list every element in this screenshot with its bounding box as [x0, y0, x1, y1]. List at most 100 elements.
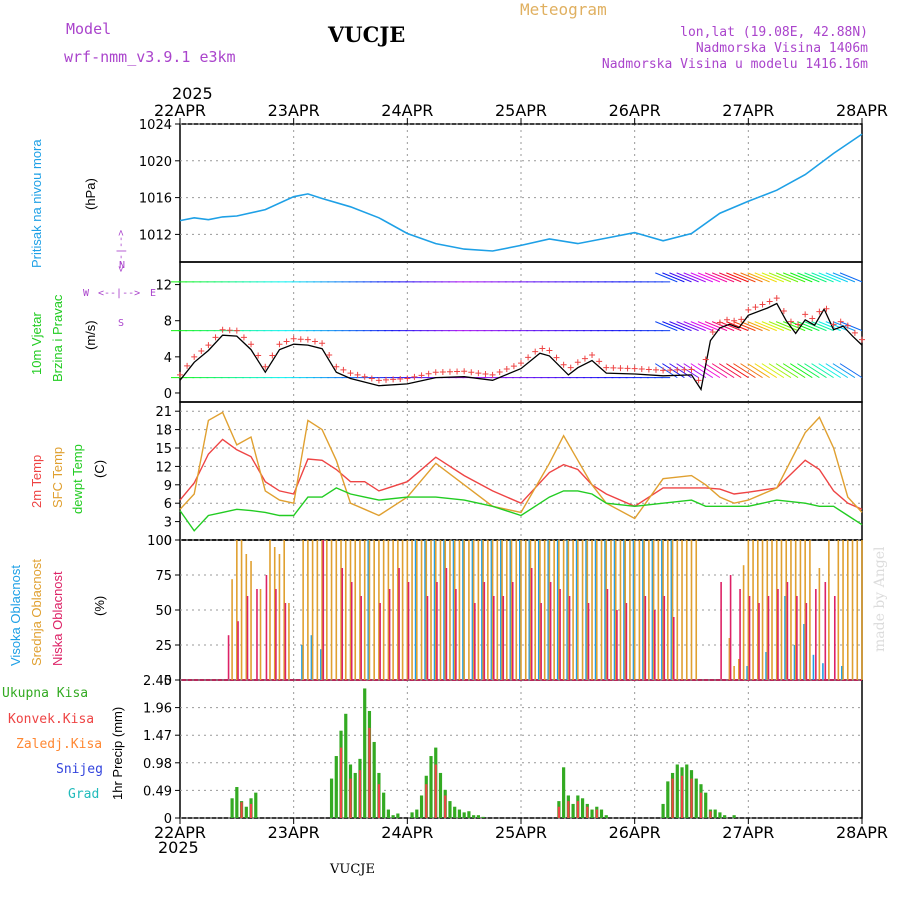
precip-conv-bar: [444, 795, 447, 818]
legend-snow: Snijeg: [56, 762, 103, 777]
wind-gust-marker: [859, 336, 865, 343]
precip-total-bar: [713, 809, 717, 818]
wind-direction-barb: [754, 272, 777, 283]
wind-gust-marker: [297, 336, 304, 343]
wind-direction-barb: [790, 363, 813, 379]
wind-gust-marker: [589, 352, 596, 359]
wind-direction-barb: [839, 321, 863, 332]
panel-5-y-tick-label: 0.49: [143, 784, 172, 799]
wind-direction-barb: [726, 321, 749, 332]
wind-gust-marker: [340, 366, 347, 373]
temp-label-2: SFC Temp: [50, 446, 65, 508]
precip-total-bar: [391, 815, 395, 818]
precip-total-bar: [353, 772, 357, 818]
wind-gust-marker: [333, 363, 340, 370]
wind-gust-marker: [404, 375, 411, 382]
wind-gust-marker: [567, 364, 574, 371]
wind-gust-marker: [660, 367, 667, 374]
precip-total-bar: [448, 801, 452, 818]
temp-label-3: dewpt Temp: [70, 444, 85, 514]
wind-direction-barb: [740, 321, 763, 332]
temp-2m-line: [179, 438, 863, 510]
wind-gust-marker: [311, 338, 318, 345]
legend-frz: Zaledj.Kisa: [16, 737, 103, 752]
wind-gust-marker: [510, 363, 517, 370]
wind-gust-marker: [667, 367, 674, 374]
panel-5-frame: [179, 679, 863, 819]
wind-gust-marker: [716, 319, 723, 326]
wind-direction-barb: [761, 272, 785, 283]
year-bottom: 2025: [158, 838, 199, 857]
precip-total-bar: [732, 815, 736, 818]
station-title: VUCJE: [328, 22, 406, 47]
wind-direction-barb: [825, 272, 848, 283]
wind-gust-marker: [809, 315, 816, 322]
panel-5-y-tick-label: 0.98: [143, 757, 172, 772]
wind-gust-marker: [787, 318, 794, 325]
precip-total-bar: [244, 806, 248, 818]
wind-direction-barb: [825, 321, 848, 332]
wind-direction-barb: [733, 272, 756, 283]
x-tick-label-bottom: 26APR: [609, 823, 661, 842]
panel-2-y-tick-label: 0: [164, 387, 172, 402]
wind-gust-marker: [262, 363, 269, 370]
compass-west: W: [83, 288, 90, 299]
wind-direction-barb: [683, 321, 706, 332]
wind-gust-marker: [361, 373, 368, 380]
wind-gust-marker: [354, 371, 361, 378]
wind-gust-marker: [596, 358, 603, 365]
precip-conv-bar: [368, 727, 371, 818]
wind-direction-barb: [825, 363, 849, 379]
wind-gust-marker: [191, 353, 198, 360]
temp-label-1: 2m Temp: [29, 454, 44, 508]
wind-direction-barb: [711, 363, 735, 379]
wind-gust-marker: [553, 354, 560, 361]
precip-total-bar: [580, 798, 585, 818]
panel-4-y-tick-label: 50: [155, 604, 172, 619]
wind-gust-marker: [304, 336, 311, 343]
wind-gust-marker: [581, 355, 588, 362]
precip-conv-bar: [576, 801, 579, 818]
x-tick-label-bottom: 28APR: [836, 823, 888, 842]
wind-gust-marker: [851, 329, 858, 336]
wind-direction-barb: [662, 272, 685, 283]
x-tick-label-top: 22APR: [154, 101, 206, 120]
wind-direction-barb: [711, 272, 735, 283]
wind-gust-marker: [411, 373, 418, 380]
precip-total-bar: [718, 812, 722, 818]
x-tick-label-top: 26APR: [609, 101, 661, 120]
wind-direction-barb: [775, 321, 799, 332]
panel-5-y-tick-label: 2.45: [143, 674, 172, 689]
panel-4-y-tick-label: 100: [147, 534, 172, 549]
precip-total-bar: [462, 812, 466, 818]
precip-conv-bar: [699, 792, 703, 818]
precip-total-bar: [415, 809, 419, 818]
precip-total-bar: [481, 816, 485, 818]
wind-gust-marker: [802, 311, 809, 318]
wind-gust-marker: [638, 366, 645, 373]
wind-direction-barb: [655, 321, 678, 332]
precip-total-bar: [410, 812, 414, 818]
wind-gust-marker: [624, 365, 631, 372]
panel-1-y-tick-label: 1024: [139, 118, 172, 133]
wind-gust-marker: [219, 326, 226, 333]
wind-gust-marker: [319, 340, 326, 347]
panel-5-y-tick-label: 1.96: [143, 702, 172, 717]
wind-direction-barb: [719, 321, 742, 332]
precip-conv-bar: [349, 778, 352, 818]
year-top: 2025: [172, 84, 213, 103]
wind-gust-marker: [702, 356, 709, 363]
compass-arrow-ew: <--|-->: [98, 288, 141, 299]
wind-gust-marker: [240, 334, 247, 341]
compass-north: N: [119, 260, 126, 271]
panel-3-y-tick-label: 12: [155, 460, 172, 475]
precip-conv-bar: [567, 801, 570, 818]
wind-direction-barb: [726, 272, 749, 283]
wind-gust-marker: [617, 365, 624, 372]
precip-total-bar: [429, 756, 433, 818]
model-name-text: wrf-nmm_v3.9.1 e3km: [64, 48, 236, 66]
wind-gust-marker: [446, 368, 453, 375]
wind-direction-barb: [782, 272, 806, 283]
precip-conv-bar: [358, 770, 362, 818]
wind-gust-marker: [269, 352, 276, 359]
